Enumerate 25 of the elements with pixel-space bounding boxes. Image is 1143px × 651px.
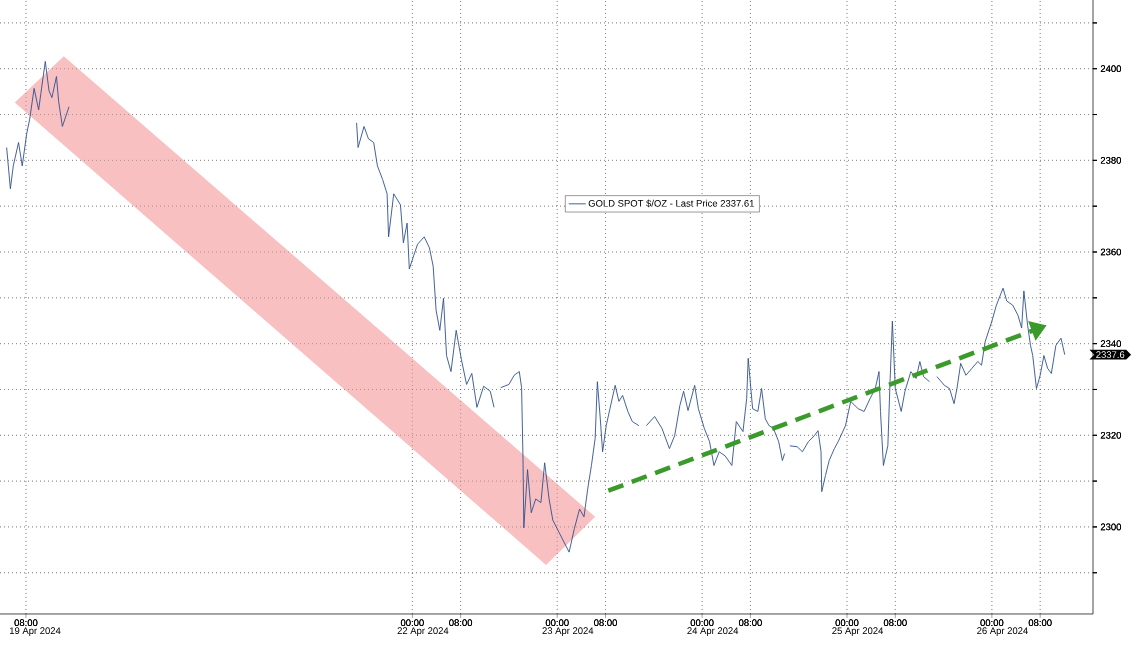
x-tick-label: 00:00 xyxy=(980,619,1004,627)
x2-tick-label: 19 Apr 2024 xyxy=(9,627,61,636)
x-tick-label: 08:00 xyxy=(1028,619,1052,627)
x2-tick-label: 23 Apr 2024 xyxy=(542,627,594,636)
x-tick-label: 08:00 xyxy=(738,619,762,627)
y-tick-label: 2320 xyxy=(1100,431,1122,439)
x-tick-label: 00:00 xyxy=(690,619,714,627)
legend-label: GOLD SPOT $/OZ - Last Price 2337.61 xyxy=(588,199,754,208)
x2-tick-label: 24 Apr 2024 xyxy=(687,627,739,636)
x2-tick-label: 22 Apr 2024 xyxy=(397,627,449,636)
text: 2337.6 xyxy=(1096,351,1125,358)
x-tick-label: 00:00 xyxy=(835,619,859,627)
x-tick-label: 08:00 xyxy=(883,619,907,627)
x-tick-label: 08:00 xyxy=(449,619,473,627)
y-tick-label: 2400 xyxy=(1100,65,1122,73)
x2-tick-label: 26 Apr 2024 xyxy=(977,627,1028,636)
x2-tick-label: 25 Apr 2024 xyxy=(832,627,884,636)
x-tick-label: 00:00 xyxy=(545,619,569,627)
y-tick-label: 2380 xyxy=(1100,157,1122,164)
x-tick-label: 00:00 xyxy=(400,619,424,627)
y-tick-label: 2360 xyxy=(1100,248,1122,256)
x-tick-label: 08:00 xyxy=(594,619,617,627)
y-tick-label: 2340 xyxy=(1100,340,1122,347)
y-tick-label: 2300 xyxy=(1100,523,1122,531)
x-tick-label: 08:00 xyxy=(14,619,38,627)
